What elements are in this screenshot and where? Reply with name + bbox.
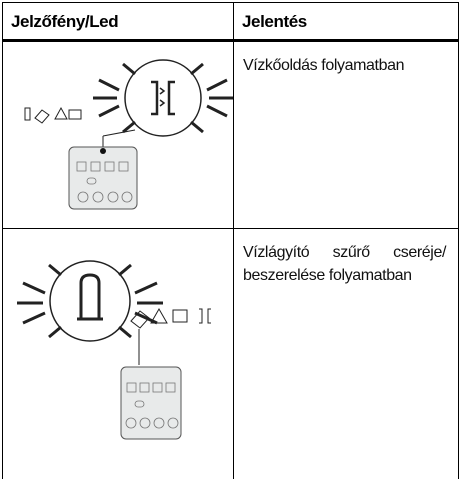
filter-icon bbox=[24, 107, 31, 121]
table-row: Vízlágyító szűrő cseréje/ beszerelése fo… bbox=[2, 228, 459, 479]
icon bbox=[68, 109, 82, 120]
highlight-circle bbox=[124, 59, 202, 137]
highlight-circle bbox=[49, 260, 131, 342]
descale-icon bbox=[151, 80, 175, 116]
led-illustration bbox=[24, 59, 233, 210]
icon bbox=[172, 309, 188, 323]
icon bbox=[34, 109, 50, 124]
icon bbox=[130, 310, 150, 329]
rays bbox=[93, 62, 233, 134]
table-row: Vízkőoldás folyamatban bbox=[2, 40, 459, 229]
rays bbox=[17, 263, 163, 339]
led-illustration bbox=[17, 260, 211, 440]
meaning-text: Vízlágyító szűrő cseréje/ beszerelése fo… bbox=[243, 244, 446, 284]
descale-icon bbox=[159, 87, 166, 107]
header-cell: Jelzőfény/Led bbox=[2, 2, 234, 42]
illustration-cell bbox=[2, 40, 234, 229]
warning-icon bbox=[150, 307, 168, 324]
header-row: Jelzőfény/Led Jelentés bbox=[2, 2, 459, 42]
descale-icon bbox=[199, 308, 211, 324]
meaning-text: Vízkőoldás folyamatban bbox=[243, 57, 405, 74]
header-cell: Jelentés bbox=[233, 2, 459, 42]
filter-icon bbox=[77, 273, 103, 321]
warning-icon bbox=[54, 106, 68, 120]
illustration-cell bbox=[2, 228, 234, 479]
